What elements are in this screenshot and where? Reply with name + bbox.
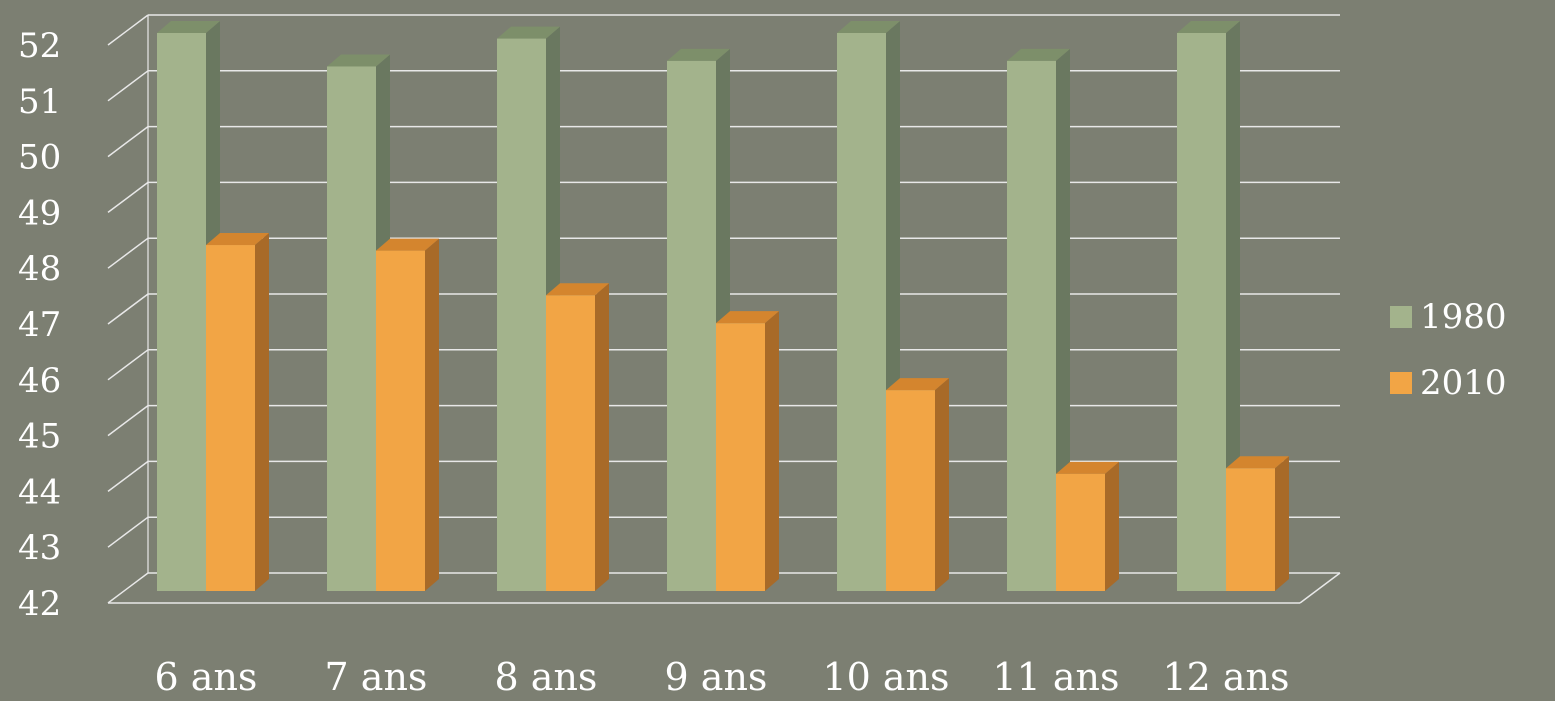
bar-front	[1056, 473, 1105, 591]
floor-edge-right	[1299, 572, 1341, 604]
bar-front	[837, 33, 886, 591]
bars-layer	[157, 21, 1289, 592]
gridline-side	[107, 349, 149, 381]
bar-2010-6	[1226, 456, 1289, 591]
bar-side	[935, 378, 949, 591]
bar-2010-5	[1056, 461, 1119, 591]
bar-2010-1	[376, 238, 439, 591]
bar-front	[716, 323, 765, 591]
gridline-side	[107, 181, 149, 213]
y-tick-label: 47	[18, 305, 61, 345]
bar-1980-6	[1177, 21, 1240, 591]
bar-2010-0	[206, 233, 269, 592]
bar-side	[255, 233, 269, 592]
bar-front	[497, 38, 546, 591]
legend-label: 1980	[1420, 297, 1507, 337]
bar-side	[1226, 21, 1240, 591]
x-category-label: 8 ans	[495, 655, 598, 699]
bar-top	[886, 378, 949, 391]
x-category-label: 11 ans	[992, 655, 1119, 699]
gridline-side	[107, 572, 149, 604]
bar-front	[327, 66, 376, 592]
bar-top	[206, 233, 269, 246]
bar-top	[667, 48, 730, 61]
bar-side	[1105, 461, 1119, 591]
bar-top	[157, 21, 220, 33]
bar-top	[1226, 456, 1289, 469]
y-tick-label: 45	[18, 417, 61, 457]
x-category-label: 6 ans	[155, 655, 258, 699]
y-tick-label: 46	[18, 361, 61, 401]
y-tick-label: 48	[18, 249, 61, 289]
x-category-label: 12 ans	[1162, 655, 1289, 699]
bar-top	[1177, 21, 1240, 33]
bar-top	[1056, 461, 1119, 474]
bar-side	[595, 283, 609, 591]
gridline-side	[107, 125, 149, 158]
bar-2010-4	[886, 378, 949, 591]
bar-front	[1226, 468, 1275, 591]
bar-2010-3	[716, 311, 779, 591]
bar-side	[1056, 48, 1070, 591]
legend: 1980 2010	[1390, 297, 1507, 403]
bar-side	[1275, 456, 1289, 591]
bar-top	[1007, 48, 1070, 61]
y-tick-label: 51	[18, 82, 61, 122]
y-tick-label: 50	[18, 138, 61, 178]
x-category-label: 10 ans	[822, 655, 949, 699]
x-axis-categories: 6 ans 7 ans 8 ans 9 ans 10 ans 11 ans 12 ans	[155, 655, 1290, 699]
y-axis-ticks: 42 43 44 45 46 47 48 49 50 51 52	[18, 26, 61, 624]
gridline-side	[107, 405, 149, 437]
bar-front	[157, 33, 206, 591]
legend-swatch	[1390, 372, 1412, 394]
bar-top	[716, 311, 779, 324]
bar-top	[327, 54, 390, 67]
y-tick-label: 44	[18, 472, 61, 512]
y-tick-label: 42	[18, 584, 61, 624]
bar-1980-5	[1007, 48, 1070, 591]
bar-side	[425, 238, 439, 591]
bar-top	[546, 283, 609, 296]
gridline-side	[107, 70, 149, 102]
bar-front	[1007, 60, 1056, 591]
bar-front	[546, 295, 595, 591]
y-tick-label: 49	[18, 193, 61, 233]
bar-front	[1177, 33, 1226, 591]
bar-2010-2	[546, 283, 609, 591]
legend-label: 2010	[1420, 363, 1507, 403]
gridline-side	[107, 14, 149, 46]
bar-front	[376, 250, 425, 591]
bar-top	[376, 238, 439, 251]
bar-front	[206, 245, 255, 592]
gridline-side	[107, 237, 149, 269]
bar-top	[497, 26, 560, 39]
bar-1980-1	[327, 54, 390, 592]
bar-top	[837, 21, 900, 33]
bar-side	[765, 311, 779, 591]
gridline-side	[107, 293, 149, 325]
bar-front	[886, 390, 935, 591]
y-tick-label: 43	[18, 528, 61, 568]
legend-swatch	[1390, 306, 1412, 328]
gridline-side	[107, 516, 149, 548]
x-category-label: 7 ans	[325, 655, 428, 699]
y-tick-label: 52	[18, 26, 61, 66]
gridline-side	[107, 460, 149, 492]
x-category-label: 9 ans	[665, 655, 768, 699]
bar-front	[667, 60, 716, 591]
